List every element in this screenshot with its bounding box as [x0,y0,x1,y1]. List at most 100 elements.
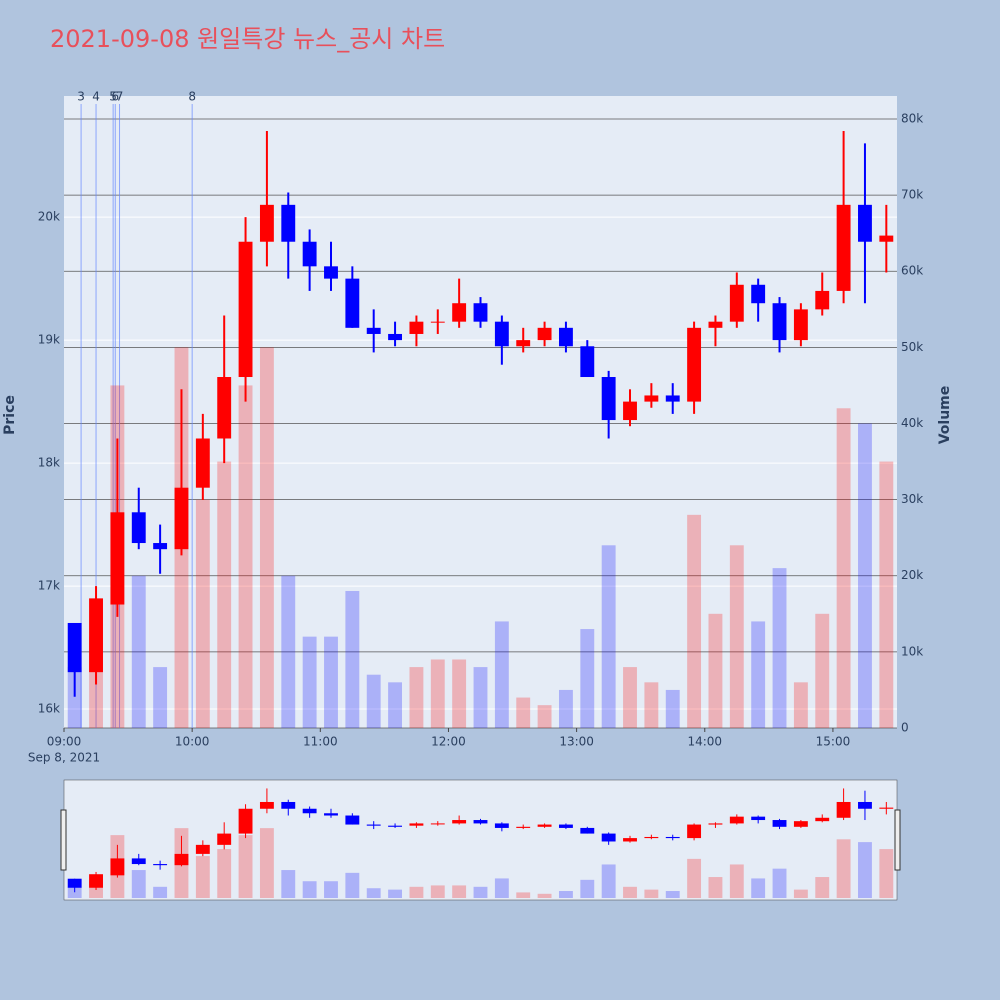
x-tick-label: 11:00 [303,735,338,749]
slider-candle-body [751,816,766,821]
slider-candle-body [879,807,894,809]
slider-volume-bar [516,892,531,898]
slider-candle-body [153,864,168,866]
slider-candle-body [345,815,360,825]
slider-volume-bar [537,893,552,898]
volume-bar [793,682,808,728]
y2-tick-label: 60k [901,264,923,278]
slider-candle-body [558,824,573,828]
candle-body [623,401,637,421]
volume-bar [302,636,317,728]
volume-bar [409,667,424,728]
slider-volume-bar [409,886,424,898]
slider-volume-bar [558,891,573,898]
candle-body [772,303,787,341]
volume-bar [623,667,637,728]
slider-volume-bar [153,886,168,898]
slider-volume-bar [729,864,744,898]
volume-bar [217,461,232,728]
slider-candle-body [494,823,509,828]
slider-candle-body [708,823,723,825]
slider-candle-body [217,833,232,845]
candle-body [665,395,680,402]
y-axis-title: Price [2,395,18,435]
x-tick-label: 10:00 [175,735,210,749]
candle-body [345,278,360,328]
volume-bar [430,659,445,728]
slider-volume-bar [67,886,82,898]
slider-volume-bar [836,839,851,898]
slider-candle-body [110,858,125,876]
volume-bar [772,568,787,728]
y2-tick-label: 50k [901,340,923,354]
chart-title: 2021-09-08 원일특강 뉴스_공시 차트 [50,25,445,53]
slider-candle-body [388,825,403,827]
volume-bar [67,667,82,728]
candle-body [644,395,659,402]
slider-volume-bar [259,828,274,898]
slider-volume-bar [772,868,787,898]
slider-candle-body [452,820,467,824]
slider-volume-bar [217,849,232,898]
slider-volume-bar [708,877,723,898]
y-tick-label: 18k [38,456,60,470]
slider-volume-bar [345,872,360,898]
volume-bar [473,667,488,728]
volume-bar [281,575,296,728]
date-label: Sep 8, 2021 [28,751,100,765]
slider-volume-bar [238,835,253,898]
slider-volume-bar [388,889,403,898]
slider-candle-body [729,816,744,824]
volume-bar [751,621,766,728]
volume-bar [388,682,403,728]
x-tick-label: 15:00 [816,735,851,749]
slider-candle-body [195,844,210,854]
candle-body [324,266,338,279]
candle-body [452,303,467,322]
news-label: 8 [188,90,196,104]
slider-handle[interactable] [60,809,67,871]
slider-candle-body [131,858,146,865]
candle-body [601,377,616,421]
candle-body [494,321,509,347]
slider-volume-bar [494,878,509,898]
slider-handle[interactable] [894,809,901,871]
slider-volume-bar [644,889,659,898]
range-slider[interactable] [63,779,898,901]
candle-body [516,340,531,347]
candle-body [879,235,894,242]
candle-body [473,303,488,322]
candle-body [836,204,851,291]
slider-volume-bar [302,881,317,898]
slider-candle-body [687,824,702,839]
slider-candle-body [430,823,445,825]
candle-body [708,321,723,328]
volume-bar [259,347,274,728]
slider-volume-bar [366,888,381,898]
x-tick-label: 12:00 [431,735,466,749]
volume-bar [815,613,830,728]
slider-candle-body [473,820,488,824]
volume-bar [345,590,360,728]
slider-candle-body [601,833,616,842]
volume-bar [665,689,680,728]
y2-tick-label: 80k [901,111,923,125]
volume-bar [324,636,338,728]
slider-candle-body [409,823,424,826]
plot-area [64,96,897,728]
y2-tick-label: 20k [901,568,923,582]
slider-volume-bar [601,864,616,898]
y2-tick-label: 40k [901,416,923,430]
volume-bar [644,682,659,728]
news-label: 6 [111,90,119,104]
candle-body [67,622,82,673]
slider-candle-body [324,813,338,816]
volume-bar [537,705,552,728]
candle-body [793,309,808,341]
candle-body [217,377,232,439]
slider-volume-bar [665,891,680,898]
slider-candle-body [174,853,189,866]
slider-candle-body [89,874,103,888]
y2-tick-label: 0 [901,721,909,735]
